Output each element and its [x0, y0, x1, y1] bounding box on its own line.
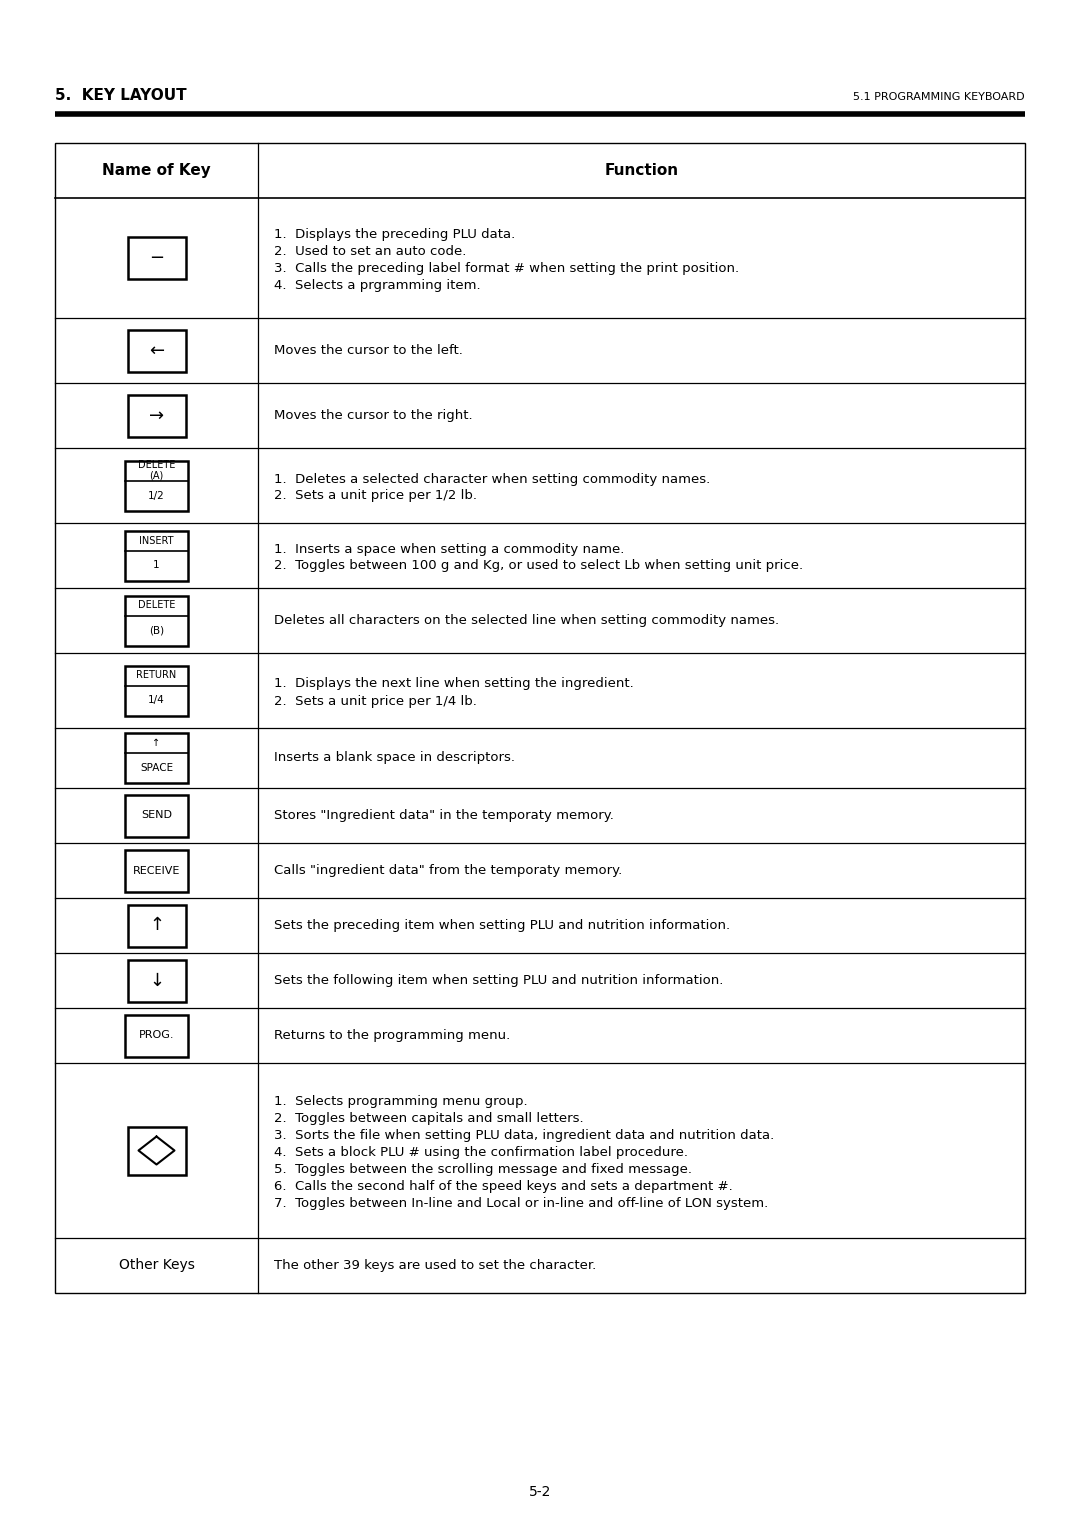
Bar: [127, 236, 186, 279]
Text: 2.  Sets a unit price per 1/2 lb.: 2. Sets a unit price per 1/2 lb.: [274, 490, 477, 503]
Text: DELETE
(A): DELETE (A): [138, 461, 175, 480]
Text: 1.  Displays the preceding PLU data.: 1. Displays the preceding PLU data.: [274, 229, 515, 241]
Text: 1.  Deletes a selected character when setting commodity names.: 1. Deletes a selected character when set…: [274, 473, 711, 485]
Text: 1/4: 1/4: [148, 695, 165, 706]
Text: →: →: [149, 407, 164, 424]
Text: RETURN: RETURN: [136, 671, 177, 680]
Bar: [127, 1127, 186, 1174]
Text: −: −: [149, 249, 164, 267]
Text: 5.  Toggles between the scrolling message and fixed message.: 5. Toggles between the scrolling message…: [274, 1164, 692, 1176]
Text: Moves the cursor to the left.: Moves the cursor to the left.: [274, 345, 463, 357]
Text: 1.  Inserts a space when setting a commodity name.: 1. Inserts a space when setting a commod…: [274, 543, 624, 555]
Text: Calls "ingredient data" from the temporaty memory.: Calls "ingredient data" from the tempora…: [274, 865, 622, 877]
Text: Other Keys: Other Keys: [119, 1258, 194, 1272]
Text: 2.  Used to set an auto code.: 2. Used to set an auto code.: [274, 246, 467, 258]
Text: 1.  Selects programming menu group.: 1. Selects programming menu group.: [274, 1095, 528, 1109]
Bar: [125, 595, 188, 645]
Text: Deletes all characters on the selected line when setting commodity names.: Deletes all characters on the selected l…: [274, 615, 779, 627]
Text: Name of Key: Name of Key: [103, 163, 211, 178]
Text: 2.  Sets a unit price per 1/4 lb.: 2. Sets a unit price per 1/4 lb.: [274, 694, 477, 708]
Text: 5.  KEY LAYOUT: 5. KEY LAYOUT: [55, 88, 187, 104]
Text: 7.  Toggles between In-line and Local or in-line and off-line of LON system.: 7. Toggles between In-line and Local or …: [274, 1197, 768, 1209]
Text: 1/2: 1/2: [148, 491, 165, 500]
Text: PROG.: PROG.: [138, 1031, 174, 1040]
Bar: [125, 795, 188, 837]
Bar: [55, 143, 1025, 1293]
Bar: [125, 461, 188, 511]
Text: 4.  Selects a prgramming item.: 4. Selects a prgramming item.: [274, 279, 481, 291]
Text: Moves the cursor to the right.: Moves the cursor to the right.: [274, 409, 473, 422]
Text: 2.  Toggles between capitals and small letters.: 2. Toggles between capitals and small le…: [274, 1112, 583, 1125]
Text: 3.  Calls the preceding label format # when setting the print position.: 3. Calls the preceding label format # wh…: [274, 262, 739, 274]
Text: Sets the preceding item when setting PLU and nutrition information.: Sets the preceding item when setting PLU…: [274, 920, 730, 932]
Text: 6.  Calls the second half of the speed keys and sets a department #.: 6. Calls the second half of the speed ke…: [274, 1180, 732, 1193]
Text: SEND: SEND: [141, 810, 172, 820]
Text: 2.  Toggles between 100 g and Kg, or used to select Lb when setting unit price.: 2. Toggles between 100 g and Kg, or used…: [274, 560, 804, 572]
Bar: [127, 959, 186, 1002]
Text: Inserts a blank space in descriptors.: Inserts a blank space in descriptors.: [274, 752, 515, 764]
Bar: [125, 734, 188, 782]
Bar: [125, 1014, 188, 1057]
Text: ←: ←: [149, 342, 164, 360]
Text: 1.  Displays the next line when setting the ingredient.: 1. Displays the next line when setting t…: [274, 677, 634, 691]
Text: ↓: ↓: [149, 971, 164, 990]
Bar: [125, 665, 188, 715]
Bar: [127, 395, 186, 436]
Text: 3.  Sorts the file when setting PLU data, ingredient data and nutrition data.: 3. Sorts the file when setting PLU data,…: [274, 1128, 774, 1142]
Text: Returns to the programming menu.: Returns to the programming menu.: [274, 1029, 510, 1042]
Bar: [125, 531, 188, 581]
Bar: [127, 904, 186, 947]
Text: ↑: ↑: [149, 917, 164, 935]
Text: 5.1 PROGRAMMING KEYBOARD: 5.1 PROGRAMMING KEYBOARD: [853, 92, 1025, 102]
Text: Sets the following item when setting PLU and nutrition information.: Sets the following item when setting PLU…: [274, 974, 724, 987]
Text: ↑: ↑: [152, 738, 161, 747]
Text: 1: 1: [153, 561, 160, 570]
Text: SPACE: SPACE: [140, 762, 173, 773]
Text: INSERT: INSERT: [139, 535, 174, 546]
Text: DELETE: DELETE: [138, 601, 175, 610]
Bar: [127, 329, 186, 372]
Text: 4.  Sets a block PLU # using the confirmation label procedure.: 4. Sets a block PLU # using the confirma…: [274, 1145, 688, 1159]
Text: Stores "Ingredient data" in the temporaty memory.: Stores "Ingredient data" in the temporat…: [274, 808, 613, 822]
Text: 5-2: 5-2: [529, 1485, 551, 1499]
Text: RECEIVE: RECEIVE: [133, 866, 180, 875]
Text: Function: Function: [605, 163, 678, 178]
Text: (B): (B): [149, 625, 164, 636]
Text: The other 39 keys are used to set the character.: The other 39 keys are used to set the ch…: [274, 1260, 596, 1272]
Bar: [125, 849, 188, 892]
